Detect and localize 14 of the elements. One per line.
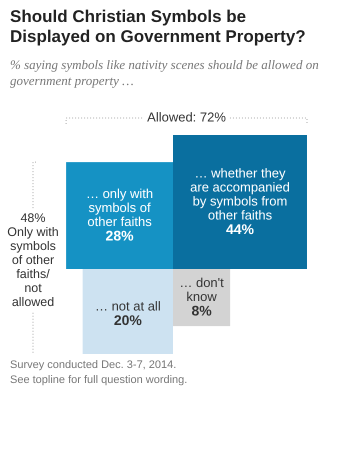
category-label: … only with symbols of other faiths xyxy=(86,186,154,230)
category-label: … not at all xyxy=(94,298,161,314)
text: Should Christian Symbols be Displayed on Government Property? xyxy=(9,6,307,47)
data-label: 20% xyxy=(114,312,142,328)
data-label: 44% xyxy=(226,220,255,237)
category-label: … whether they are accompanied by symbols from other faiths xyxy=(190,166,290,223)
text: Allowed: 72% xyxy=(147,110,226,125)
text: See topline for full question wording. xyxy=(10,373,188,388)
text: % saying symbols like nativity scenes should be allowed on government property … xyxy=(9,56,320,89)
text: 48% Only with symbols of other faiths/ not allowed xyxy=(7,211,59,310)
text: Survey conducted Dec. 3-7, 2014. xyxy=(10,358,178,373)
data-label: 28% xyxy=(106,227,134,244)
category-label: … don't know xyxy=(179,275,224,304)
data-label: 8% xyxy=(191,302,212,318)
